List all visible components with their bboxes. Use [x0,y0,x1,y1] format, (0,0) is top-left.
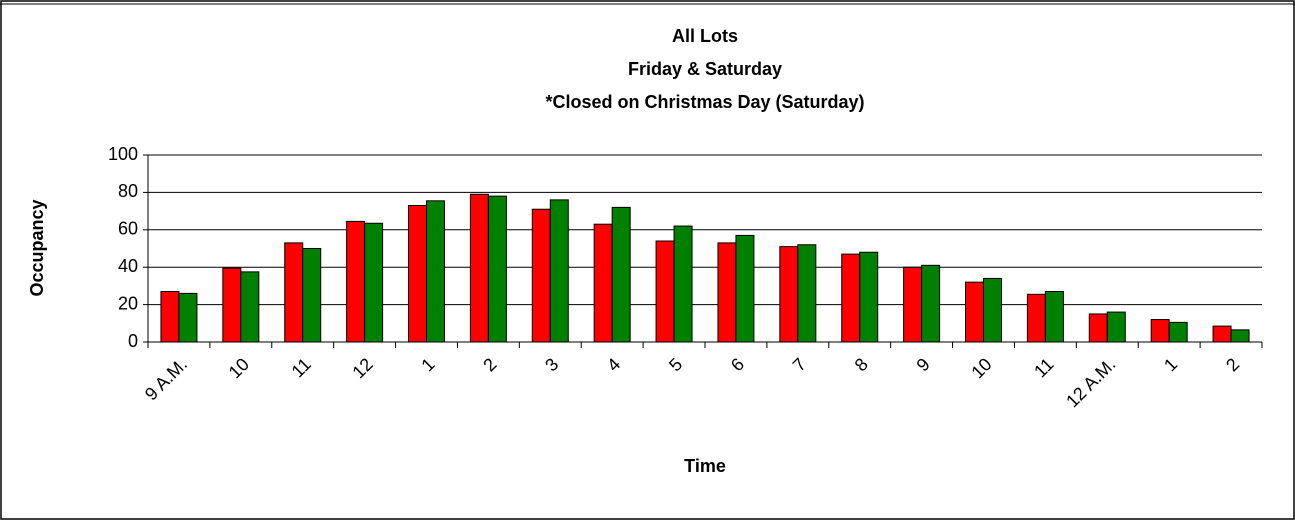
bar [1106,311,1126,343]
y-tick-label: 20 [118,293,138,313]
bar [531,208,551,343]
bar [1230,329,1250,343]
bar [1168,321,1188,343]
bar [302,248,322,343]
bar [779,246,799,343]
bar [735,234,755,343]
bar [673,225,693,343]
chart-title: All Lots [672,26,738,46]
bar [469,193,489,343]
bar [859,251,879,343]
bar [1212,325,1232,343]
bar [1026,293,1046,343]
y-tick-label: 100 [108,144,138,164]
bar [284,242,304,343]
bar [408,204,427,343]
y-tick-label: 60 [118,219,138,239]
x-axis-label: Time [684,456,726,476]
bar [240,271,260,343]
bar [1150,319,1170,343]
bar [222,267,242,343]
bar [426,200,445,343]
chart-subtitle: *Closed on Christmas Day (Saturday) [545,92,864,112]
bar [903,266,923,343]
chart-subtitle: Friday & Saturday [628,59,782,79]
bar [364,222,384,343]
bar [160,291,180,343]
bar [178,292,198,343]
bar [593,223,613,343]
bar [717,242,737,343]
bar [841,253,861,343]
y-tick-label: 80 [118,181,138,201]
bar [487,195,507,343]
bar [655,240,675,343]
y-tick-label: 40 [118,256,138,276]
y-tick-label: 0 [128,331,138,351]
bar [1088,313,1108,343]
bar [921,264,941,343]
bar [549,199,569,343]
bar [965,281,984,343]
bar [797,244,817,343]
bar [611,206,631,343]
bar [983,277,1002,343]
bar [1044,291,1064,343]
y-axis-label: Occupancy [27,199,47,296]
bar [346,220,366,343]
